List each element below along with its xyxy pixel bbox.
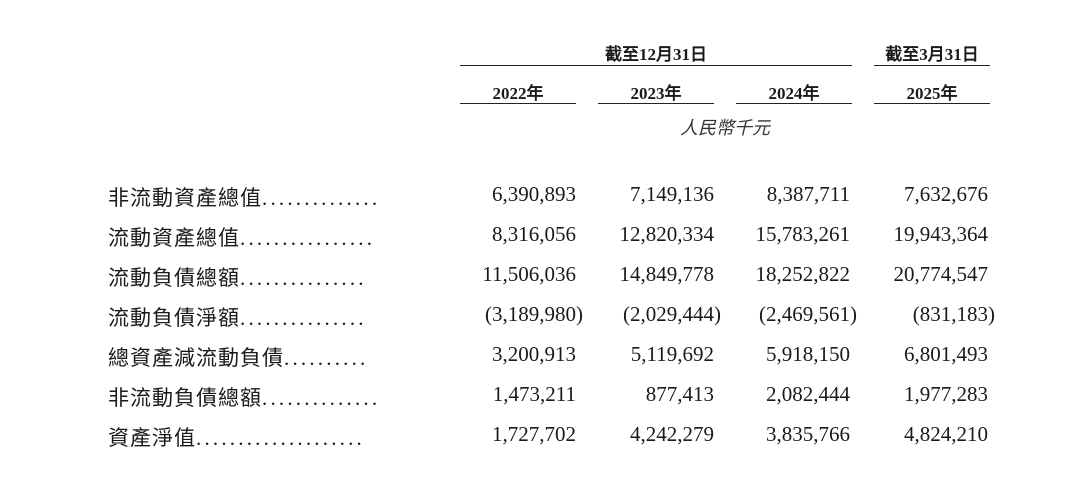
row-label-net-assets: 資產淨值.................... bbox=[108, 422, 365, 452]
unit-note: 人民幣千元 bbox=[680, 118, 770, 138]
row-label-total-assets-less-current-liabilities: 總資產減流動負債.......... bbox=[108, 342, 369, 372]
cell-r5-2025: 6,801,493 bbox=[904, 342, 988, 366]
year-header-2025: 2025年 bbox=[906, 84, 958, 103]
cell-r4-2022: (3,189,980) bbox=[485, 302, 583, 326]
year-header-2024-rule bbox=[736, 103, 852, 104]
leader-dots: ............... bbox=[240, 306, 367, 330]
row-label-text: 流動資產總值 bbox=[108, 226, 240, 250]
year-header-2025-rule bbox=[874, 103, 990, 104]
cell-r3-2025: 20,774,547 bbox=[893, 262, 989, 286]
leader-dots: ............... bbox=[240, 266, 367, 290]
cell-r7-2022: 1,727,702 bbox=[492, 422, 576, 446]
year-header-2023-rule bbox=[598, 103, 714, 104]
row-label-text: 非流動資產總值 bbox=[108, 186, 262, 210]
header-group-mar31-rule bbox=[874, 65, 990, 66]
cell-r5-2024: 5,918,150 bbox=[766, 342, 850, 366]
cell-r6-2024: 2,082,444 bbox=[766, 382, 850, 406]
leader-dots: .............. bbox=[262, 386, 381, 410]
cell-r5-2023: 5,119,692 bbox=[630, 342, 714, 366]
year-header-2022: 2022年 bbox=[492, 84, 544, 103]
row-label-current-liabilities: 流動負債總額............... bbox=[108, 262, 367, 292]
cell-r1-2025: 7,632,676 bbox=[904, 182, 988, 206]
cell-r5-2022: 3,200,913 bbox=[492, 342, 576, 366]
cell-r1-2022: 6,390,893 bbox=[492, 182, 576, 206]
row-label-text: 資產淨值 bbox=[108, 426, 196, 450]
cell-r1-2024: 8,387,711 bbox=[766, 182, 850, 206]
row-label-text: 非流動負債總額 bbox=[108, 386, 262, 410]
header-group-dec31-rule bbox=[460, 65, 852, 66]
cell-r4-2023: (2,029,444) bbox=[623, 302, 721, 326]
row-label-text: 流動負債總額 bbox=[108, 266, 240, 290]
cell-r4-2025: (831,183) bbox=[912, 302, 995, 326]
row-label-net-current-liabilities: 流動負債淨額............... bbox=[108, 302, 367, 332]
row-label-non-current-assets: 非流動資產總值.............. bbox=[108, 182, 380, 212]
row-label-current-assets: 流動資產總值................ bbox=[108, 222, 375, 252]
cell-r1-2023: 7,149,136 bbox=[630, 182, 714, 206]
leader-dots: .............. bbox=[262, 186, 381, 210]
cell-r2-2024: 15,783,261 bbox=[755, 222, 851, 246]
year-header-2022-rule bbox=[460, 103, 576, 104]
header-group-mar31: 截至3月31日 bbox=[885, 45, 979, 64]
cell-r6-2025: 1,977,283 bbox=[904, 382, 988, 406]
cell-r3-2024: 18,252,822 bbox=[755, 262, 851, 286]
leader-dots: .................... bbox=[196, 426, 365, 450]
leader-dots: ................ bbox=[240, 226, 376, 250]
leader-dots: .......... bbox=[284, 346, 369, 370]
cell-r3-2022: 11,506,036 bbox=[482, 262, 576, 286]
cell-r7-2024: 3,835,766 bbox=[766, 422, 850, 446]
cell-r6-2022: 1,473,211 bbox=[492, 382, 576, 406]
cell-r4-2024: (2,469,561) bbox=[759, 302, 857, 326]
row-label-text: 總資產減流動負債 bbox=[108, 346, 284, 370]
year-header-2024: 2024年 bbox=[768, 84, 820, 103]
cell-r7-2025: 4,824,210 bbox=[904, 422, 988, 446]
row-label-non-current-liabilities: 非流動負債總額.............. bbox=[108, 382, 380, 412]
cell-r2-2025: 19,943,364 bbox=[893, 222, 989, 246]
header-group-dec31: 截至12月31日 bbox=[605, 45, 707, 64]
cell-r2-2023: 12,820,334 bbox=[619, 222, 715, 246]
cell-r6-2023: 877,413 bbox=[645, 382, 714, 406]
cell-r3-2023: 14,849,778 bbox=[619, 262, 715, 286]
cell-r2-2022: 8,316,056 bbox=[492, 222, 576, 246]
row-label-text: 流動負債淨額 bbox=[108, 306, 240, 330]
cell-r7-2023: 4,242,279 bbox=[630, 422, 714, 446]
year-header-2023: 2023年 bbox=[630, 84, 682, 103]
